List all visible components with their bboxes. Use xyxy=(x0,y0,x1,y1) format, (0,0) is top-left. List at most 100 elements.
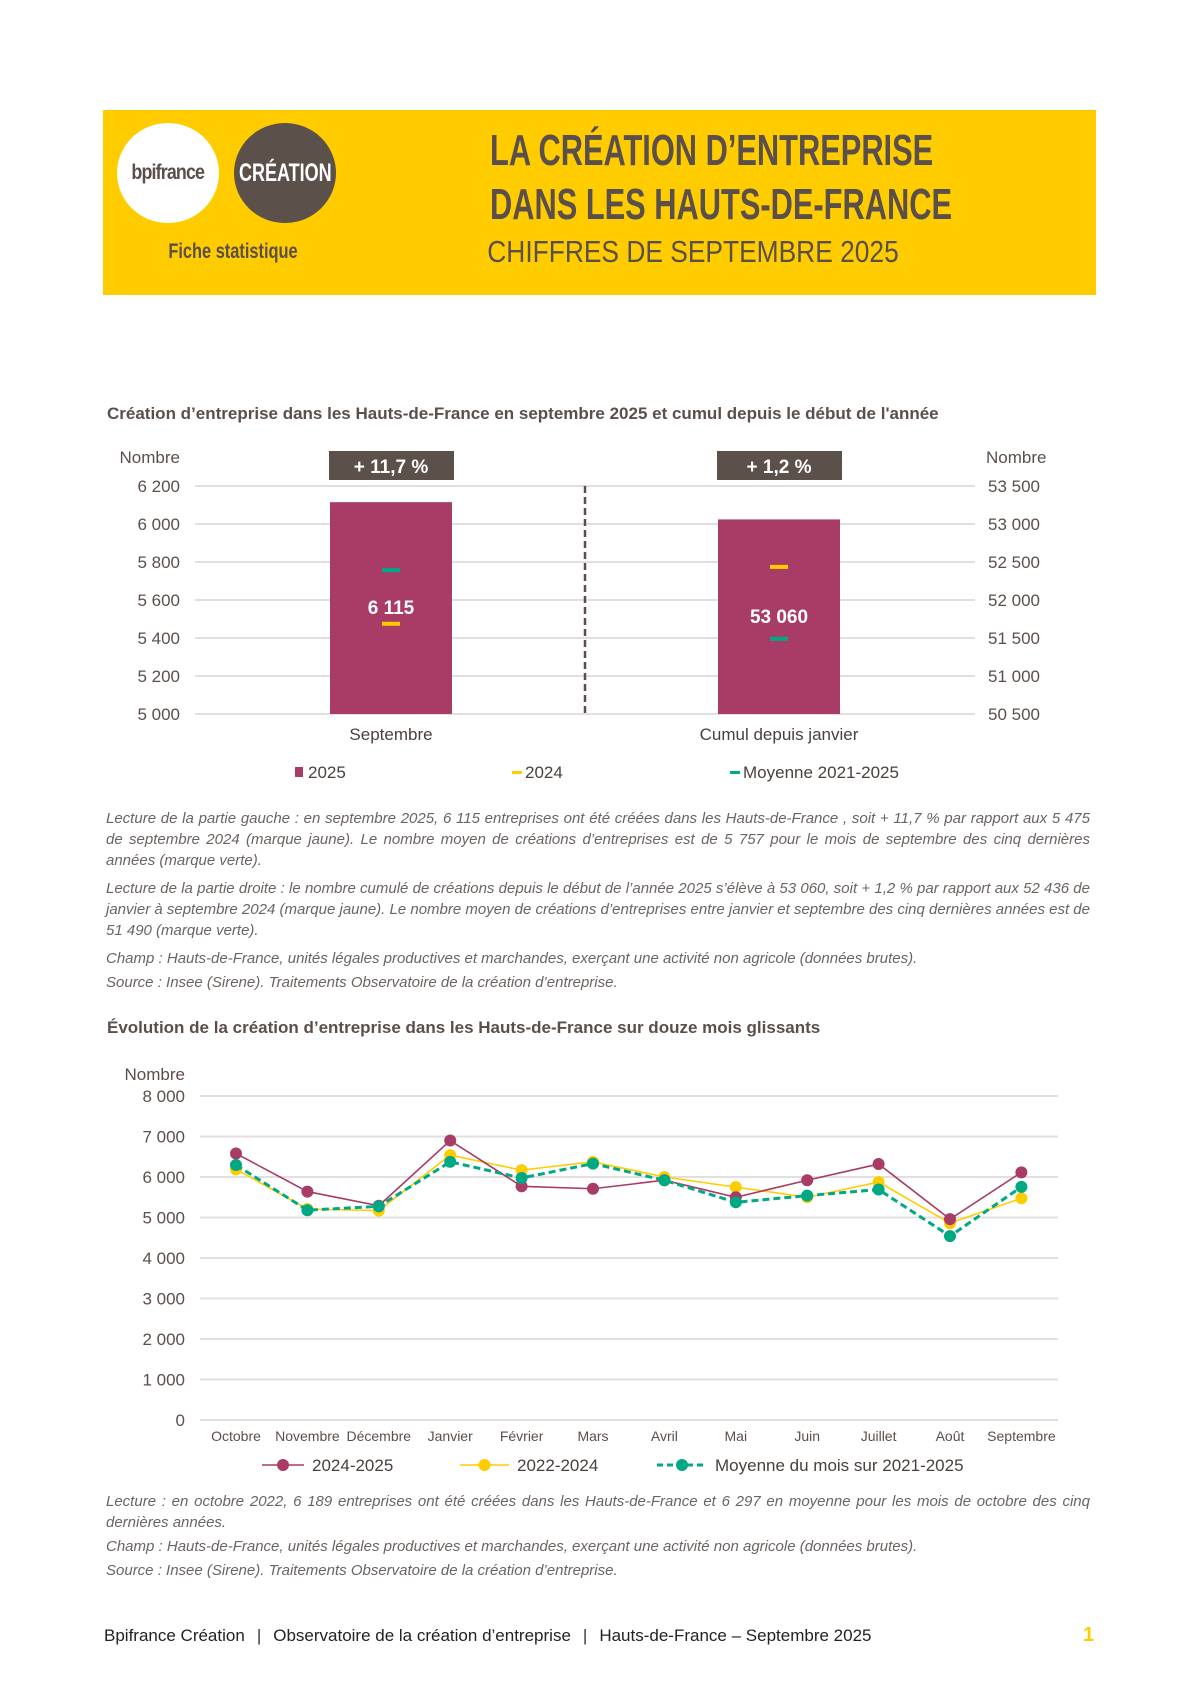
footer-separator: | xyxy=(582,1626,588,1645)
data-point xyxy=(801,1189,814,1202)
legend-swatch xyxy=(512,771,522,774)
x-category-label: Cumul depuis janvier xyxy=(700,725,859,744)
change-badge-label: + 1,2 % xyxy=(747,457,812,478)
footer: Bpifrance Création | Observatoire de la cr… xyxy=(104,1626,871,1646)
x-category-label: Octobre xyxy=(211,1428,261,1444)
y-tick-label: 52 500 xyxy=(988,553,1040,572)
note-scope: Champ : Hauts-de-France, unités légales … xyxy=(106,950,918,967)
y-tick-label: 1 000 xyxy=(142,1371,185,1390)
data-point xyxy=(801,1174,814,1187)
note-scope: Champ : Hauts-de-France, unités légales … xyxy=(106,1538,918,1555)
x-category-label: Juillet xyxy=(861,1428,897,1444)
mark-average xyxy=(382,568,400,573)
x-category-label: Septembre xyxy=(987,1428,1056,1444)
notes-section1: Lecture de la partie gauche : en septemb… xyxy=(106,808,1090,993)
data-point xyxy=(515,1180,528,1193)
chart1-title: Création d’entreprise dans les Hauts-de-… xyxy=(107,404,939,423)
data-point xyxy=(230,1147,242,1160)
legend-marker xyxy=(676,1459,688,1471)
y-tick-label: 7 000 xyxy=(142,1128,185,1147)
chart2-title: Évolution de la création d’entreprise da… xyxy=(107,1018,821,1037)
y-tick-label: 6 000 xyxy=(142,1168,185,1187)
x-category-label: Novembre xyxy=(275,1428,340,1444)
bar-chart: 5 000 5 200 5 400 5 600 5 800 6 000 6 200 Nombr… xyxy=(120,448,1047,782)
legend-label: Moyenne 2021-2025 xyxy=(743,763,899,782)
bar-0 xyxy=(330,502,452,714)
data-point xyxy=(1015,1180,1028,1193)
page-title-line2: DANS LES HAUTS-DE-FRANCE xyxy=(490,180,952,229)
data-point xyxy=(444,1155,457,1168)
data-point xyxy=(872,1158,885,1171)
y-tick-label: 5 400 xyxy=(137,629,180,648)
change-badge xyxy=(717,451,842,480)
legend-label: 2022-2024 xyxy=(517,1456,598,1475)
data-point xyxy=(587,1157,599,1170)
data-point xyxy=(944,1230,956,1243)
footer-separator: | xyxy=(256,1626,262,1645)
page-number: 1 xyxy=(1083,1624,1095,1646)
data-point xyxy=(372,1200,385,1213)
y-tick-label: 53 500 xyxy=(988,477,1040,496)
note-source: Source : Insee (Sirene). Traitements Obs… xyxy=(106,1562,618,1579)
y-tick-label: 50 500 xyxy=(988,705,1040,724)
series-line xyxy=(235,1154,1022,1225)
y-tick-label: 0 xyxy=(176,1411,185,1430)
y-tick-label: 8 000 xyxy=(142,1087,185,1106)
x-category-label: Avril xyxy=(651,1428,678,1444)
data-point xyxy=(872,1183,885,1196)
data-point xyxy=(230,1158,242,1171)
y-tick-label: 3 000 xyxy=(142,1290,185,1309)
note-reading-right: Lecture de la partie droite : le nombre … xyxy=(106,880,1090,939)
y-tick-label: 2 000 xyxy=(142,1330,185,1349)
footer-region-date: Hauts-de-France – Septembre 2025 xyxy=(599,1626,872,1645)
y-tick-label: 51 000 xyxy=(988,667,1040,686)
bar-value-label: 6 115 xyxy=(368,598,415,619)
fiche-label: Fiche statistique xyxy=(168,240,298,263)
line-chart: Nombre 0 1 000 2 000 3 000 4 000 5 000 6 000 7 0… xyxy=(125,1065,1058,1475)
change-badge-label: + 11,7 % xyxy=(354,457,429,478)
data-point xyxy=(1015,1166,1028,1179)
legend-label: 2024 xyxy=(525,763,563,782)
bar-1 xyxy=(718,519,840,714)
data-point xyxy=(729,1181,742,1194)
legend-label: 2025 xyxy=(308,763,346,782)
data-point xyxy=(944,1213,956,1226)
note-reading-left: Lecture de la partie gauche : en septemb… xyxy=(106,810,1090,869)
y-tick-label: 5 600 xyxy=(137,591,180,610)
mark-average xyxy=(770,636,788,641)
legend-label: 2024-2025 xyxy=(312,1456,393,1475)
data-point xyxy=(658,1174,671,1187)
x-category-label: Décembre xyxy=(347,1428,412,1444)
data-point xyxy=(587,1182,599,1195)
y-axis-label: Nombre xyxy=(986,448,1046,467)
legend-marker xyxy=(478,1459,491,1471)
footer-observatory: Observatoire de la création d’entreprise xyxy=(273,1626,571,1645)
y-tick-label: 4 000 xyxy=(142,1249,185,1268)
bar-value-label: 53 060 xyxy=(750,607,808,628)
mark-2024 xyxy=(770,564,788,569)
change-badge xyxy=(329,451,454,480)
y-tick-label: 53 000 xyxy=(988,515,1040,534)
y-tick-label: 51 500 xyxy=(988,629,1040,648)
x-category-label: Février xyxy=(500,1428,544,1444)
data-point xyxy=(301,1204,314,1217)
y-tick-label: 5 000 xyxy=(142,1209,185,1228)
y-axis-label: Nombre xyxy=(125,1065,185,1084)
x-category-label: Juin xyxy=(794,1428,820,1444)
notes-section2: Lecture : en octobre 2022, 6 189 entrepr… xyxy=(106,1491,1090,1581)
creation-logo: CRÉATION xyxy=(234,123,336,223)
series-line xyxy=(235,1139,1022,1221)
x-category-label: Août xyxy=(936,1428,965,1444)
y-tick-label: 5 000 xyxy=(137,705,180,724)
x-category-label: Janvier xyxy=(428,1428,473,1444)
legend-swatch xyxy=(295,767,303,777)
data-point xyxy=(1015,1192,1028,1205)
y-tick-label: 6 000 xyxy=(137,515,180,534)
data-point xyxy=(444,1134,457,1147)
note-source: Source : Insee (Sirene). Traitements Obs… xyxy=(106,974,618,991)
data-point xyxy=(729,1196,742,1209)
data-point xyxy=(515,1172,528,1185)
mark-2024 xyxy=(382,621,400,626)
data-point xyxy=(301,1185,314,1198)
x-category-label: Septembre xyxy=(349,725,432,744)
